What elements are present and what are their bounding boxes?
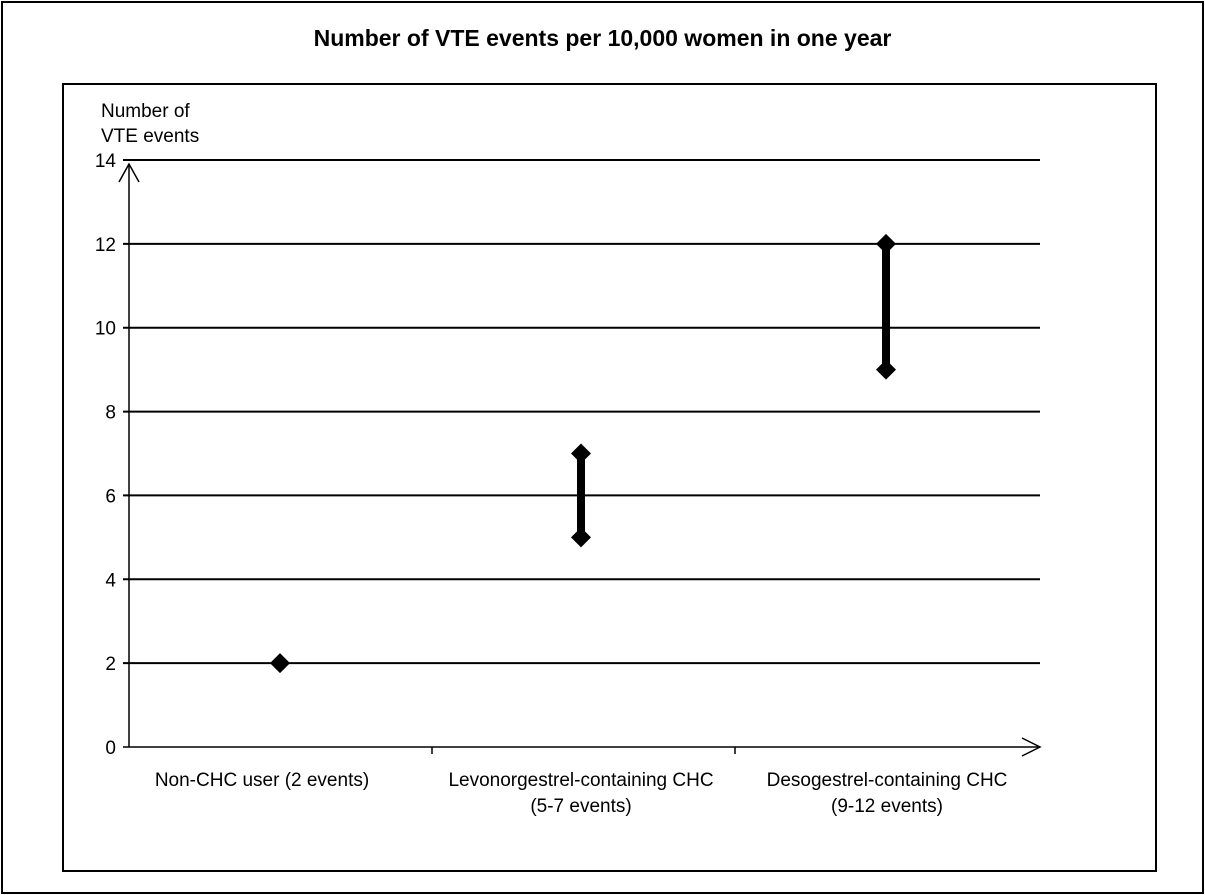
data-point-high <box>571 443 591 464</box>
y-axis-title: Number of <box>101 101 190 122</box>
y-tick-label: 0 <box>105 738 116 759</box>
y-tick-label: 10 <box>95 319 116 340</box>
data-point-low <box>270 653 290 674</box>
category-label: Levonorgestrel-containing CHC <box>448 770 713 791</box>
plot-frame <box>62 83 1157 872</box>
y-axis-title: VTE events <box>101 126 199 147</box>
data-point-low <box>571 527 591 548</box>
category-label: (9-12 events) <box>831 796 943 817</box>
y-tick-label: 2 <box>105 654 116 675</box>
label-layer: 0 2 4 6 8 10 12 14 Number of VTE events Non-CHC us… <box>95 101 1008 817</box>
chart-title: Number of VTE events per 10,000 women in… <box>313 25 892 51</box>
category-label: (5-7 events) <box>530 796 631 817</box>
y-tick-label: 14 <box>95 151 117 172</box>
axis-layer <box>118 162 1042 757</box>
x-axis-arrow <box>1021 737 1042 757</box>
y-tick-label: 6 <box>105 486 116 507</box>
grid-layer <box>123 159 1040 665</box>
data-point-low <box>876 359 896 380</box>
y-tick-label: 12 <box>95 235 116 256</box>
category-label: Non-CHC user (2 events) <box>155 770 369 791</box>
category-label: Desogestrel-containing CHC <box>767 770 1008 791</box>
y-axis-arrow <box>118 162 140 183</box>
y-tick-label: 8 <box>105 403 116 424</box>
data-point-high <box>876 233 896 254</box>
mark-layer <box>270 233 896 674</box>
y-tick-label: 4 <box>105 570 116 591</box>
